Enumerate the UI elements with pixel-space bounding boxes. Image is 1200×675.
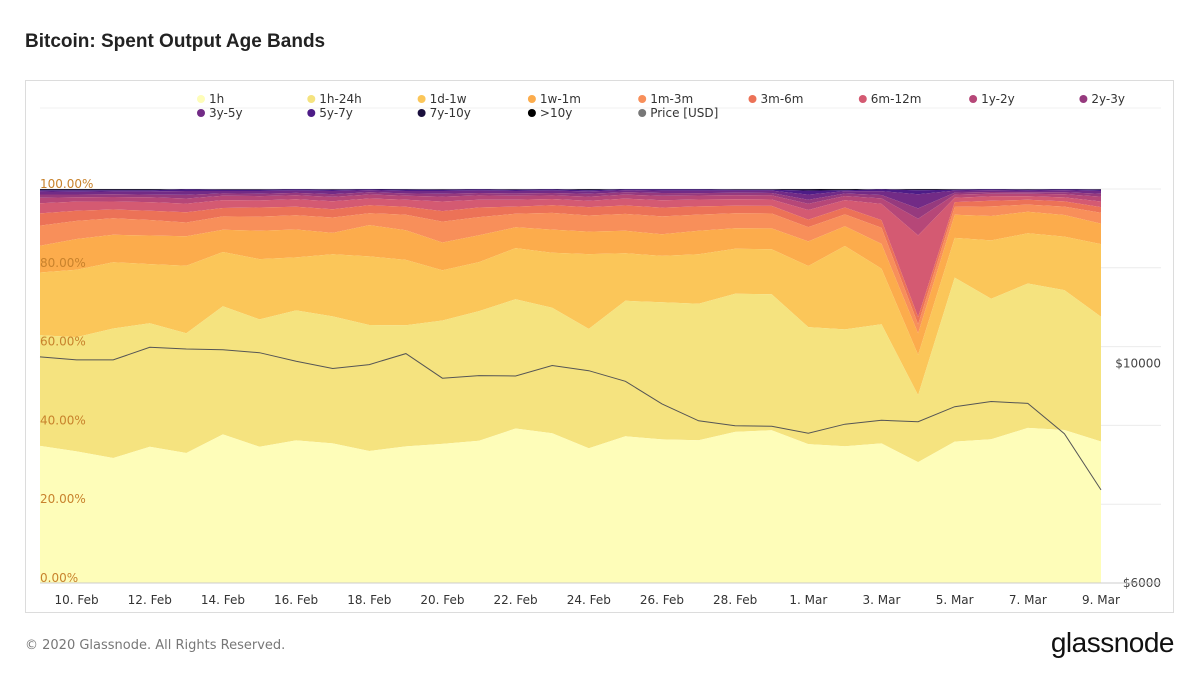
area-layers xyxy=(40,189,1101,583)
legend-swatch xyxy=(527,109,536,117)
legend-swatch xyxy=(1079,95,1088,103)
legend-label: 1h-24h xyxy=(319,92,361,106)
legend-swatch xyxy=(638,95,647,103)
legend-item-price-usd: Price [USD] xyxy=(638,106,718,120)
y-tick-label: 20.00% xyxy=(40,492,86,506)
x-tick-label: 22. Feb xyxy=(494,593,538,607)
legend-swatch xyxy=(197,109,205,117)
chart-frame: glassnode0.00%20.00%40.00%60.00%80.00%10… xyxy=(25,80,1174,613)
area-1h-24h xyxy=(40,277,1101,463)
legend-label: 1w-1m xyxy=(540,92,581,106)
legend-item-1y-2y: 1y-2y xyxy=(969,92,1015,106)
legend-label: 3y-5y xyxy=(209,106,243,120)
price-tick-label: $10000 xyxy=(1115,356,1161,370)
x-tick-label: 3. Mar xyxy=(863,593,901,607)
legend-label: 3m-6m xyxy=(761,92,804,106)
legend-label: 2y-3y xyxy=(1091,92,1125,106)
area-7y-10y xyxy=(40,189,1101,191)
legend-swatch xyxy=(307,109,316,117)
legend-label: 5y-7y xyxy=(319,106,353,120)
x-tick-label: 18. Feb xyxy=(347,593,391,607)
x-tick-label: 9. Mar xyxy=(1082,593,1120,607)
y-tick-label: 0.00% xyxy=(40,571,78,585)
x-tick-label: 1. Mar xyxy=(789,593,827,607)
x-tick-label: 10. Feb xyxy=(55,593,99,607)
area-1d-1w xyxy=(40,233,1101,396)
legend-item-3m-6m: 3m-6m xyxy=(748,92,804,106)
legend-swatch xyxy=(748,95,757,103)
price-line xyxy=(39,346,1102,491)
legend: 1h 1h-24h 1d-1w 1w-1m 1m-3m 3m-6m 6m-12m 1y-2y 2… xyxy=(197,92,1125,120)
area-6m-12m xyxy=(40,196,1101,317)
x-tick-label: 12. Feb xyxy=(128,593,172,607)
legend-label: 6m-12m xyxy=(871,92,922,106)
area-3m-6m xyxy=(40,199,1101,325)
legend-item-3y-5y: 3y-5y xyxy=(197,106,243,120)
area-5y-7y xyxy=(40,189,1101,195)
legend-item-6m-12m: 6m-12m xyxy=(858,92,922,106)
area-10y xyxy=(40,189,1101,190)
legend-swatch xyxy=(527,95,536,103)
x-tick-label: 26. Feb xyxy=(640,593,684,607)
y-tick-label: 100.00% xyxy=(40,177,93,191)
x-tick-label: 16. Feb xyxy=(274,593,318,607)
footer-copyright: © 2020 Glassnode. All Rights Reserved. xyxy=(25,638,286,653)
legend-label: 1h xyxy=(209,92,224,106)
area-3y-5y xyxy=(40,190,1101,209)
area-1w-1m xyxy=(40,211,1101,355)
x-tick-label: 28. Feb xyxy=(713,593,757,607)
x-tick-label: 20. Feb xyxy=(420,593,464,607)
legend-swatch xyxy=(197,95,205,103)
glassnode-logo: glassnode xyxy=(1050,627,1175,658)
legend-label: 1y-2y xyxy=(981,92,1015,106)
chart-title: Bitcoin: Spent Output Age Bands xyxy=(25,31,326,52)
legend-item-1h: 1h xyxy=(197,92,224,106)
legend-swatch xyxy=(307,95,316,103)
y-tick-label: 40.00% xyxy=(40,413,86,427)
legend-swatch xyxy=(969,95,978,103)
legend-item-10y: >10y xyxy=(527,106,572,120)
legend-item-7y-10y: 7y-10y xyxy=(417,106,471,120)
legend-item-1h-24h: 1h-24h xyxy=(307,92,362,106)
legend-swatch xyxy=(858,95,867,103)
legend-label: Price [USD] xyxy=(650,106,718,120)
legend-swatch xyxy=(417,109,426,117)
legend-swatch xyxy=(417,95,426,103)
legend-item-1w-1m: 1w-1m xyxy=(527,92,581,106)
x-tick-label: 7. Mar xyxy=(1009,593,1047,607)
area-1h xyxy=(40,427,1101,583)
x-tick-label: 24. Feb xyxy=(567,593,611,607)
legend-label: 1d-1w xyxy=(430,92,467,106)
area-1y-2y xyxy=(40,193,1101,236)
legend-label: >10y xyxy=(540,106,572,120)
legend-item-2y-3y: 2y-3y xyxy=(1079,92,1125,106)
area-1m-3m xyxy=(40,204,1101,334)
y-tick-label: 80.00% xyxy=(40,256,86,270)
y-tick-label: 60.00% xyxy=(40,335,86,349)
legend-label: 7y-10y xyxy=(430,106,471,120)
chart-svg: glassnode0.00%20.00%40.00%60.00%80.00%10… xyxy=(39,92,1161,607)
legend-item-5y-7y: 5y-7y xyxy=(307,106,353,120)
x-tick-label: 5. Mar xyxy=(936,593,974,607)
area-2y-3y xyxy=(40,192,1101,219)
legend-item-1d-1w: 1d-1w xyxy=(417,92,467,106)
legend-label: 1m-3m xyxy=(650,92,693,106)
x-tick-label: 14. Feb xyxy=(201,593,245,607)
legend-swatch xyxy=(638,109,647,117)
legend-item-1m-3m: 1m-3m xyxy=(638,92,693,106)
